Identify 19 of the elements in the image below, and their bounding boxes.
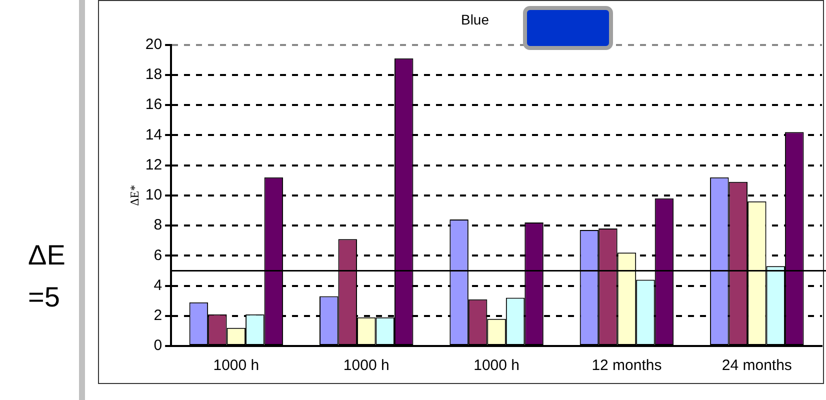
x-tick-label: 1000 h [474, 357, 520, 374]
x-tick-label: 12 months [592, 357, 662, 374]
y-axis-title: ΔE* [127, 184, 142, 206]
chart-title: Blue [460, 11, 490, 28]
y-tick-label: 12 [145, 156, 162, 174]
x-tick-label: 1000 h [213, 357, 260, 374]
ref-line-label: ΔE =5 [28, 239, 66, 312]
y-tick-label: 16 [145, 96, 162, 114]
y-tick-label: 0 [154, 337, 162, 354]
y-tick-label: 18 [145, 66, 162, 84]
y-tick-label: 14 [145, 126, 162, 144]
y-tick-label: 6 [154, 246, 162, 264]
x-tick-label: 1000 h [343, 357, 390, 374]
x-tick-label: 24 months [722, 357, 792, 374]
y-tick-label: 8 [154, 216, 162, 234]
y-tick-label: 2 [154, 307, 162, 324]
y-tick-label: 10 [145, 186, 162, 204]
y-tick-label: 4 [154, 276, 162, 294]
y-tick-label: 20 [145, 36, 162, 53]
